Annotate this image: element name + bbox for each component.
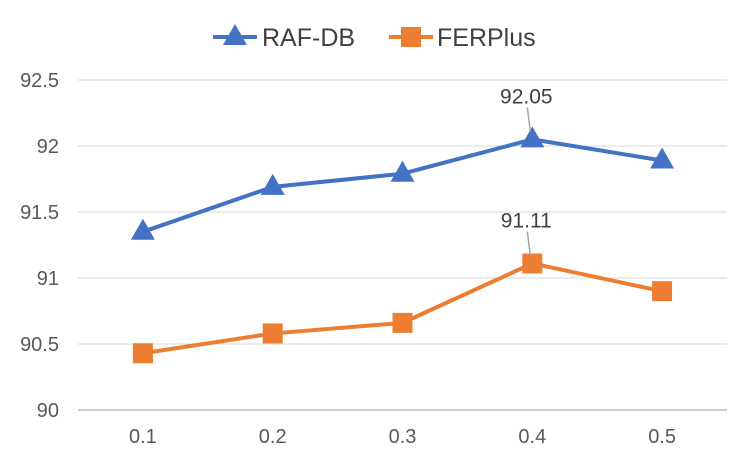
x-tick-label: 0.3 <box>389 426 417 448</box>
legend-entry-ferplus[interactable]: FERPlus <box>389 24 536 52</box>
series-layer <box>130 126 675 364</box>
data-point-raf-db <box>390 160 415 182</box>
legend-marker-ferplus <box>401 27 421 47</box>
y-axis-ticks: 90 90.5 91 91.5 92 92.5 <box>20 70 59 422</box>
legend-label-ferplus: FERPlus <box>437 24 536 52</box>
series-line-raf-db <box>142 137 663 234</box>
x-tick-label: 0.4 <box>518 426 546 448</box>
legend: RAF-DB FERPlus <box>213 24 536 52</box>
data-label-leader <box>526 107 532 132</box>
x-tick-label: 0.2 <box>259 426 287 448</box>
y-tick-label: 92 <box>37 136 59 158</box>
y-tick-label: 90.5 <box>20 334 59 356</box>
data-point-ferplus <box>652 281 673 302</box>
x-axis-ticks: 0.1 0.2 0.3 0.4 0.5 <box>129 426 676 448</box>
data-label: 91.11 <box>501 209 552 232</box>
gridlines <box>78 79 727 411</box>
data-label: 92.05 <box>500 85 553 108</box>
y-tick-label: 91.5 <box>20 202 59 224</box>
x-tick-label: 0.5 <box>648 426 676 448</box>
data-point-raf-db <box>650 147 675 169</box>
y-tick-label: 92.5 <box>20 70 59 92</box>
legend-marker-raf-db <box>223 24 247 45</box>
data-point-raf-db <box>520 126 545 148</box>
x-tick-label: 0.1 <box>129 426 157 448</box>
data-point-ferplus <box>262 323 283 344</box>
y-tick-label: 90 <box>37 400 59 422</box>
legend-label-raf-db: RAF-DB <box>262 24 355 52</box>
data-point-raf-db <box>130 218 155 240</box>
data-point-ferplus <box>392 312 413 333</box>
data-label-leader <box>526 231 532 256</box>
y-tick-label: 91 <box>37 268 59 290</box>
data-point-raf-db <box>260 173 285 195</box>
data-point-ferplus <box>132 343 153 364</box>
data-labels: 92.05 91.11 <box>500 85 553 256</box>
legend-entry-raf-db[interactable]: RAF-DB <box>213 24 355 52</box>
data-point-ferplus <box>522 253 543 274</box>
series-line-ferplus <box>142 261 663 356</box>
